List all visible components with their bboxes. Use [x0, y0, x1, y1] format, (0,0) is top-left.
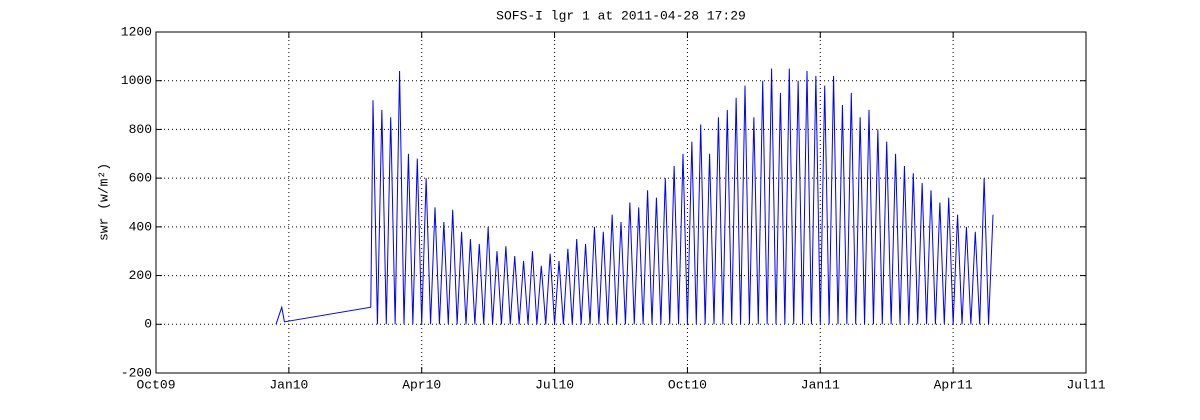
- y-axis-label: swr (w/m²): [96, 163, 111, 241]
- y-tick-label: 0: [144, 317, 152, 332]
- y-tick-label: 800: [129, 122, 152, 137]
- x-tick-label: Apr11: [934, 377, 973, 392]
- x-tick-label: Jul11: [1066, 377, 1105, 392]
- y-tick-label: 200: [129, 268, 152, 283]
- y-tick-label: 1000: [121, 73, 152, 88]
- x-tick-label: Jan11: [801, 377, 840, 392]
- y-tick-label: 400: [129, 219, 152, 234]
- plot-frame: [155, 31, 1087, 374]
- y-tick-label: -200: [121, 365, 152, 380]
- chart-title: SOFS-I lgr 1 at 2011-04-28 17:29: [496, 8, 746, 23]
- x-tick-label: Jul10: [535, 377, 574, 392]
- data-line: [275, 68, 994, 325]
- y-tick-label: 1200: [121, 24, 152, 39]
- y-tick-label: 600: [129, 171, 152, 186]
- x-tick-label: Oct09: [136, 377, 175, 392]
- x-tick-label: Jan10: [269, 377, 308, 392]
- x-tick-label: Apr10: [402, 377, 441, 392]
- x-tick-label: Oct10: [668, 377, 707, 392]
